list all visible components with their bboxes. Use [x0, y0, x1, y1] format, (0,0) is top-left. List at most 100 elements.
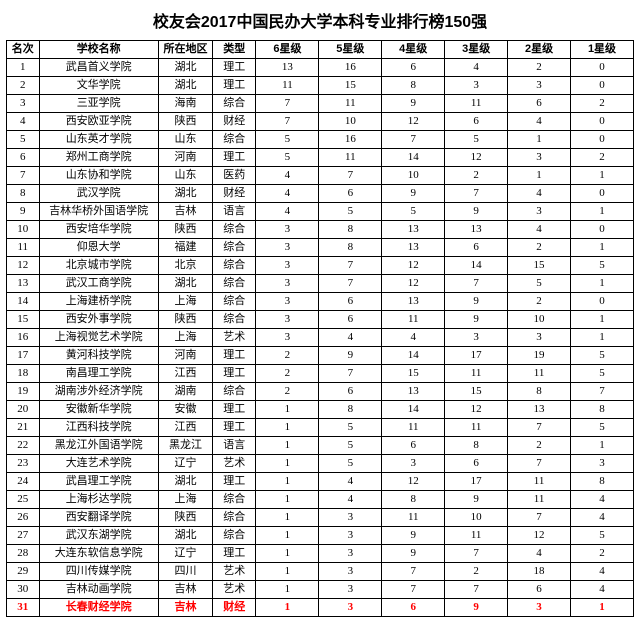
cell-4star: 11 [382, 509, 445, 527]
table-row: 8武汉学院湖北财经469740 [7, 185, 634, 203]
cell-region: 河南 [158, 149, 212, 167]
cell-6star: 4 [256, 185, 319, 203]
cell-region: 北京 [158, 257, 212, 275]
cell-name: 西安欧亚学院 [39, 113, 158, 131]
cell-rank: 31 [7, 599, 40, 617]
cell-6star: 1 [256, 455, 319, 473]
cell-rank: 26 [7, 509, 40, 527]
cell-2star: 11 [508, 491, 571, 509]
cell-1star: 0 [571, 59, 634, 77]
cell-region: 山东 [158, 131, 212, 149]
cell-rank: 20 [7, 401, 40, 419]
col-region: 所在地区 [158, 41, 212, 59]
cell-4star: 11 [382, 419, 445, 437]
cell-6star: 5 [256, 131, 319, 149]
cell-3star: 17 [445, 473, 508, 491]
cell-name: 黑龙江外国语学院 [39, 437, 158, 455]
cell-3star: 12 [445, 401, 508, 419]
cell-rank: 11 [7, 239, 40, 257]
cell-5star: 4 [319, 329, 382, 347]
cell-region: 湖南 [158, 383, 212, 401]
cell-rank: 8 [7, 185, 40, 203]
col-3star: 3星级 [445, 41, 508, 59]
cell-5star: 15 [319, 77, 382, 95]
table-row: 20安徽新华学院安徽理工181412138 [7, 401, 634, 419]
cell-rank: 19 [7, 383, 40, 401]
cell-region: 辽宁 [158, 545, 212, 563]
cell-2star: 2 [508, 239, 571, 257]
cell-6star: 1 [256, 491, 319, 509]
cell-rank: 2 [7, 77, 40, 95]
cell-6star: 1 [256, 437, 319, 455]
cell-rank: 15 [7, 311, 40, 329]
cell-rank: 16 [7, 329, 40, 347]
cell-region: 安徽 [158, 401, 212, 419]
cell-5star: 16 [319, 59, 382, 77]
cell-3star: 3 [445, 329, 508, 347]
cell-4star: 9 [382, 95, 445, 113]
cell-4star: 6 [382, 59, 445, 77]
cell-type: 艺术 [213, 581, 256, 599]
cell-5star: 4 [319, 491, 382, 509]
cell-rank: 1 [7, 59, 40, 77]
cell-4star: 12 [382, 275, 445, 293]
table-row: 30吉林动画学院吉林艺术137764 [7, 581, 634, 599]
table-row: 10西安培华学院陕西综合38131340 [7, 221, 634, 239]
cell-3star: 2 [445, 167, 508, 185]
cell-region: 上海 [158, 329, 212, 347]
cell-region: 黑龙江 [158, 437, 212, 455]
table-row: 11仰恩大学福建综合3813621 [7, 239, 634, 257]
cell-1star: 0 [571, 113, 634, 131]
cell-region: 湖北 [158, 473, 212, 491]
col-rank: 名次 [7, 41, 40, 59]
cell-1star: 4 [571, 581, 634, 599]
cell-type: 综合 [213, 509, 256, 527]
cell-3star: 3 [445, 77, 508, 95]
table-row: 29四川传媒学院四川艺术1372184 [7, 563, 634, 581]
cell-type: 理工 [213, 419, 256, 437]
cell-5star: 8 [319, 221, 382, 239]
cell-4star: 7 [382, 563, 445, 581]
cell-type: 综合 [213, 293, 256, 311]
cell-2star: 3 [508, 149, 571, 167]
cell-type: 综合 [213, 257, 256, 275]
cell-6star: 3 [256, 257, 319, 275]
cell-region: 湖北 [158, 185, 212, 203]
cell-3star: 13 [445, 221, 508, 239]
cell-rank: 27 [7, 527, 40, 545]
cell-rank: 18 [7, 365, 40, 383]
cell-2star: 19 [508, 347, 571, 365]
cell-5star: 3 [319, 581, 382, 599]
cell-type: 综合 [213, 383, 256, 401]
cell-2star: 4 [508, 185, 571, 203]
cell-region: 江西 [158, 419, 212, 437]
cell-4star: 14 [382, 149, 445, 167]
cell-region: 湖北 [158, 59, 212, 77]
cell-type: 财经 [213, 113, 256, 131]
cell-2star: 18 [508, 563, 571, 581]
cell-1star: 5 [571, 365, 634, 383]
cell-3star: 11 [445, 95, 508, 113]
cell-6star: 3 [256, 311, 319, 329]
cell-2star: 12 [508, 527, 571, 545]
col-1star: 1星级 [571, 41, 634, 59]
table-row: 16上海视觉艺术学院上海艺术344331 [7, 329, 634, 347]
cell-3star: 17 [445, 347, 508, 365]
cell-4star: 8 [382, 77, 445, 95]
cell-6star: 3 [256, 293, 319, 311]
cell-type: 艺术 [213, 563, 256, 581]
table-row: 9吉林华桥外国语学院吉林语言455931 [7, 203, 634, 221]
cell-1star: 2 [571, 95, 634, 113]
cell-name: 西安培华学院 [39, 221, 158, 239]
cell-type: 综合 [213, 239, 256, 257]
table-row: 31长春财经学院吉林财经136931 [7, 599, 634, 617]
cell-region: 陕西 [158, 509, 212, 527]
cell-2star: 10 [508, 311, 571, 329]
cell-1star: 0 [571, 221, 634, 239]
cell-type: 综合 [213, 131, 256, 149]
cell-6star: 7 [256, 113, 319, 131]
cell-1star: 2 [571, 149, 634, 167]
cell-name: 三亚学院 [39, 95, 158, 113]
cell-region: 湖北 [158, 77, 212, 95]
table-row: 17黄河科技学院河南理工291417195 [7, 347, 634, 365]
